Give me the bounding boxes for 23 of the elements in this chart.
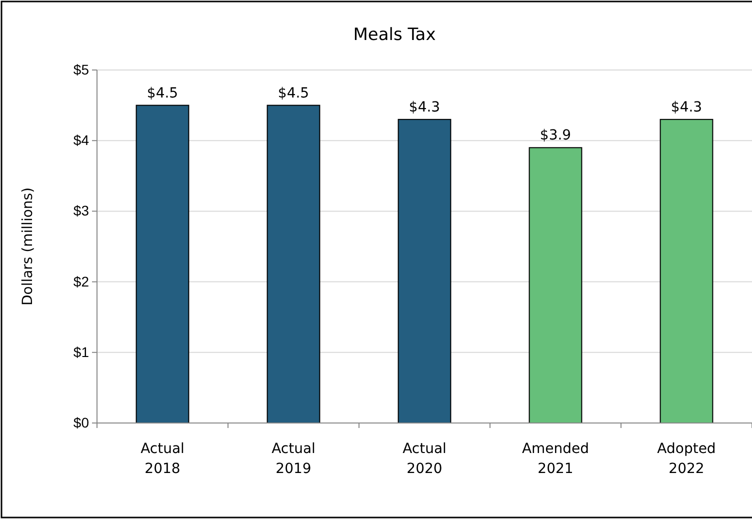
x-tick-label: Actual 2020 bbox=[402, 441, 446, 477]
bar bbox=[528, 147, 582, 424]
y-tick-label: $1 bbox=[73, 344, 90, 360]
data-label: $4.3 bbox=[670, 99, 702, 116]
y-tick-label: $2 bbox=[73, 273, 90, 290]
data-label: $4.3 bbox=[408, 99, 440, 116]
chart-title: Meals Tax bbox=[353, 25, 436, 45]
data-label: $3.9 bbox=[540, 128, 572, 144]
bar bbox=[266, 104, 320, 424]
x-tick-label: Adopted 2022 bbox=[657, 441, 716, 477]
x-tick-label: Actual 2018 bbox=[140, 441, 184, 477]
bar bbox=[398, 118, 452, 424]
x-tick-label: Amended 2021 bbox=[522, 441, 590, 477]
data-label: $4.5 bbox=[278, 85, 310, 102]
y-tick-label: $3 bbox=[73, 202, 90, 219]
bar bbox=[136, 104, 190, 424]
y-tick-label: $5 bbox=[73, 61, 90, 78]
x-tick-label: Actual 2019 bbox=[272, 441, 316, 477]
y-tick-label: $0 bbox=[73, 414, 90, 430]
y-axis-title: Dollars (millions) bbox=[20, 187, 36, 306]
data-label: $4.5 bbox=[146, 85, 178, 102]
bar bbox=[660, 118, 714, 424]
y-tick-label: $4 bbox=[73, 132, 90, 148]
